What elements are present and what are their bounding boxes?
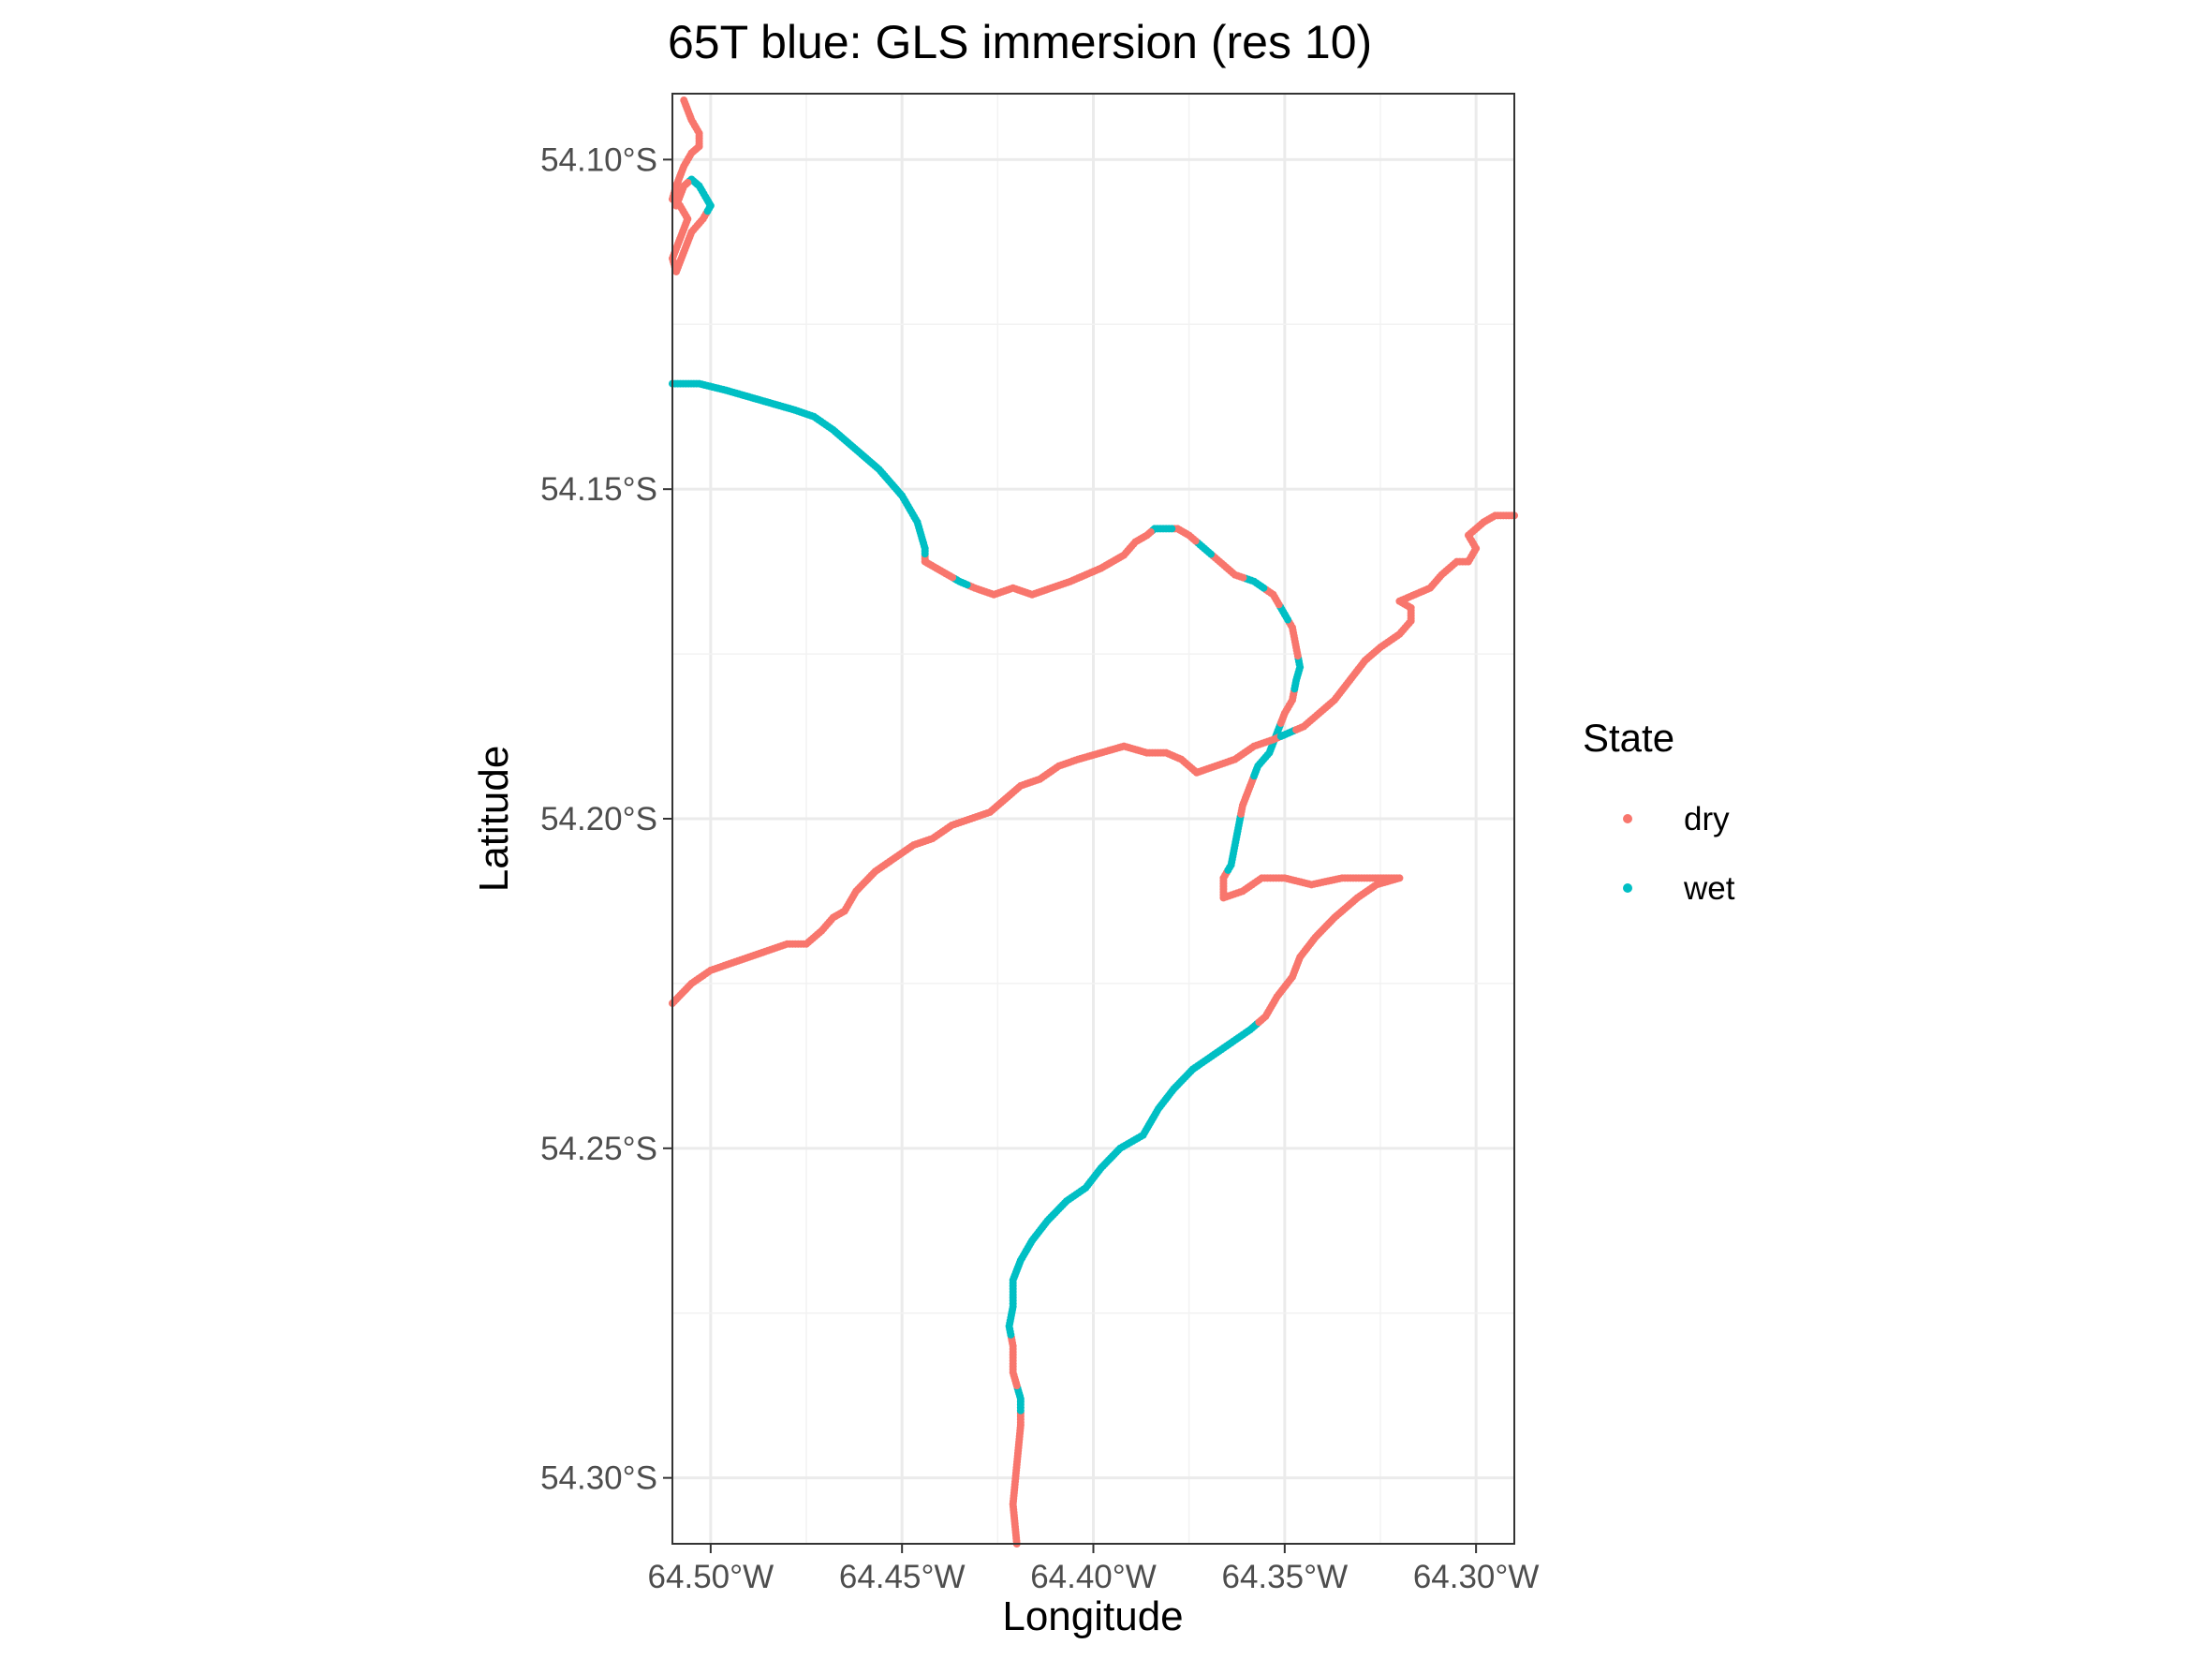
chart-title: 65T blue: GLS immersion (res 10) (668, 16, 1372, 68)
y-tick-label: 54.25°S (540, 1131, 657, 1167)
legend: State dry wet (1583, 716, 1735, 907)
x-axis-title: Longitude (1002, 1593, 1183, 1639)
y-tick-label: 54.15°S (540, 471, 657, 508)
legend-title: State (1583, 716, 1674, 760)
y-tick-label: 54.20°S (540, 801, 657, 837)
grid-lines (672, 94, 1514, 1544)
legend-label-dry: dry (1684, 801, 1730, 837)
legend-key-dry (1623, 814, 1632, 823)
x-tick-label: 64.30°W (1413, 1559, 1540, 1595)
data-points (669, 96, 1518, 1548)
x-tick-label: 64.45°W (839, 1559, 966, 1595)
legend-label-wet: wet (1683, 870, 1735, 907)
y-tick-label: 54.10°S (540, 141, 657, 178)
legend-key-wet (1623, 883, 1632, 893)
y-tick-label: 54.30°S (540, 1460, 657, 1497)
y-axis-title: Latitude (471, 746, 517, 893)
x-tick-label: 64.50°W (648, 1559, 774, 1595)
axis-ticks: 64.50°W 64.45°W 64.40°W 64.35°W 64.30°W 54.10… (540, 141, 1539, 1595)
x-tick-label: 64.40°W (1030, 1559, 1157, 1595)
x-tick-label: 64.35°W (1222, 1559, 1349, 1595)
track-point-dry (672, 201, 681, 210)
